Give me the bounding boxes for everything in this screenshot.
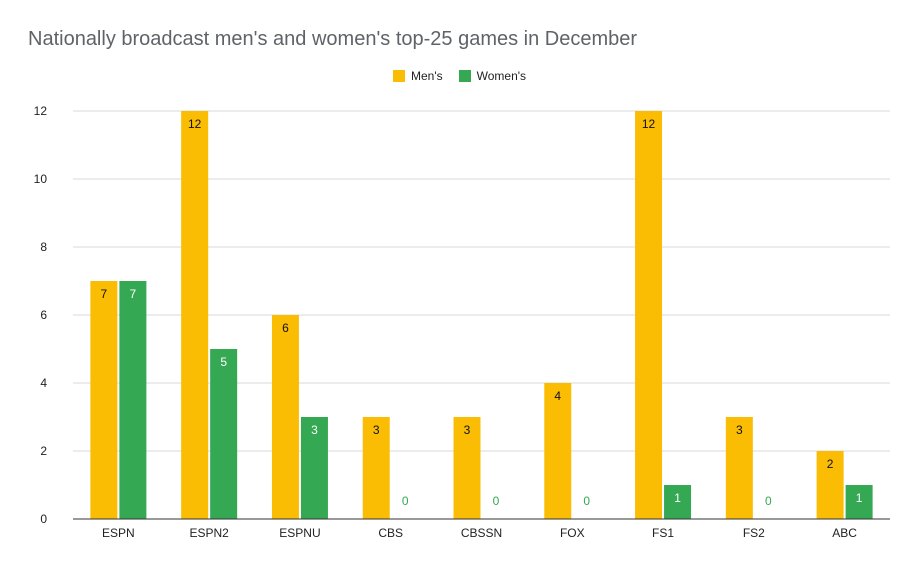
data-label-fs1-womens: 1 (674, 491, 681, 505)
data-label-cbssn-mens: 3 (464, 423, 471, 437)
x-tick-label-espnu: ESPNU (279, 526, 320, 540)
data-label-espnu-mens: 6 (282, 321, 289, 335)
y-tick-label-8: 8 (40, 240, 47, 254)
x-tick-label-cbssn: CBSSN (461, 526, 502, 540)
legend: Men's Women's (0, 69, 919, 83)
data-label-abc-mens: 2 (827, 457, 834, 471)
data-label-cbssn-womens: 0 (493, 494, 500, 508)
data-label-cbs-womens: 0 (402, 494, 409, 508)
bar-cbs-mens (362, 417, 390, 519)
x-tick-label-cbs: CBS (378, 526, 403, 540)
data-label-fs1-mens: 12 (642, 117, 656, 131)
bar-fs2-mens (725, 417, 753, 519)
bar-espnu-womens (300, 417, 328, 519)
y-tick-label-4: 4 (40, 376, 47, 390)
bar-abc-womens (845, 485, 873, 519)
x-tick-label-espn: ESPN (102, 526, 135, 540)
data-label-espn2-womens: 5 (220, 355, 227, 369)
y-tick-label-0: 0 (40, 512, 47, 526)
legend-label-mens: Men's (410, 69, 443, 83)
data-label-fs2-mens: 3 (736, 423, 743, 437)
y-tick-label-12: 12 (34, 104, 48, 118)
y-tick-label-10: 10 (34, 172, 48, 186)
data-label-cbs-mens: 3 (373, 423, 380, 437)
y-tick-label-2: 2 (40, 444, 47, 458)
x-tick-label-fs1: FS1 (652, 526, 674, 540)
y-tick-label-6: 6 (40, 308, 47, 322)
bar-fox-mens (544, 383, 572, 519)
bar-cbssn-mens (453, 417, 481, 519)
y-axis-ticks: 0 2 4 6 8 10 12 (34, 104, 48, 526)
x-axis-ticks: ESPN ESPN2 ESPNU CBS CBSSN FOX FS1 FS2 ABC (102, 526, 857, 540)
chart-title: Nationally broadcast men's and women's t… (28, 28, 638, 50)
legend-item-mens: Men's (392, 69, 443, 83)
bar-fs1-womens (664, 485, 692, 519)
legend-swatch-mens (392, 70, 405, 82)
bar-espn-mens (90, 281, 118, 519)
data-label-espnu-womens: 3 (311, 423, 318, 437)
gridlines (73, 110, 890, 452)
data-label-fox-womens: 0 (583, 494, 590, 508)
legend-label-womens: Women's (476, 69, 527, 83)
data-label-espn2-mens: 12 (188, 117, 202, 131)
x-tick-label-fox: FOX (560, 526, 585, 540)
bar-espn2-womens (210, 349, 238, 519)
data-label-abc-womens: 1 (856, 491, 863, 505)
data-label-espn-womens: 7 (130, 287, 137, 301)
x-tick-label-abc: ABC (832, 526, 857, 540)
bar-espn2-mens (181, 111, 209, 519)
bar-espnu-mens (271, 315, 299, 519)
data-labels: 7 7 12 5 6 3 3 0 3 0 4 0 12 1 3 0 2 1 (101, 117, 863, 508)
bars (90, 111, 873, 519)
data-label-fs2-womens: 0 (765, 494, 772, 508)
x-tick-label-fs2: FS2 (743, 526, 765, 540)
data-label-fox-mens: 4 (554, 389, 561, 403)
bar-abc-mens (816, 451, 844, 519)
bar-espn-womens (119, 281, 147, 519)
x-tick-label-espn2: ESPN2 (189, 526, 229, 540)
bar-fs1-mens (635, 111, 663, 519)
data-label-espn-mens: 7 (101, 287, 108, 301)
legend-swatch-womens (458, 70, 471, 82)
legend-item-womens: Women's (458, 69, 527, 83)
